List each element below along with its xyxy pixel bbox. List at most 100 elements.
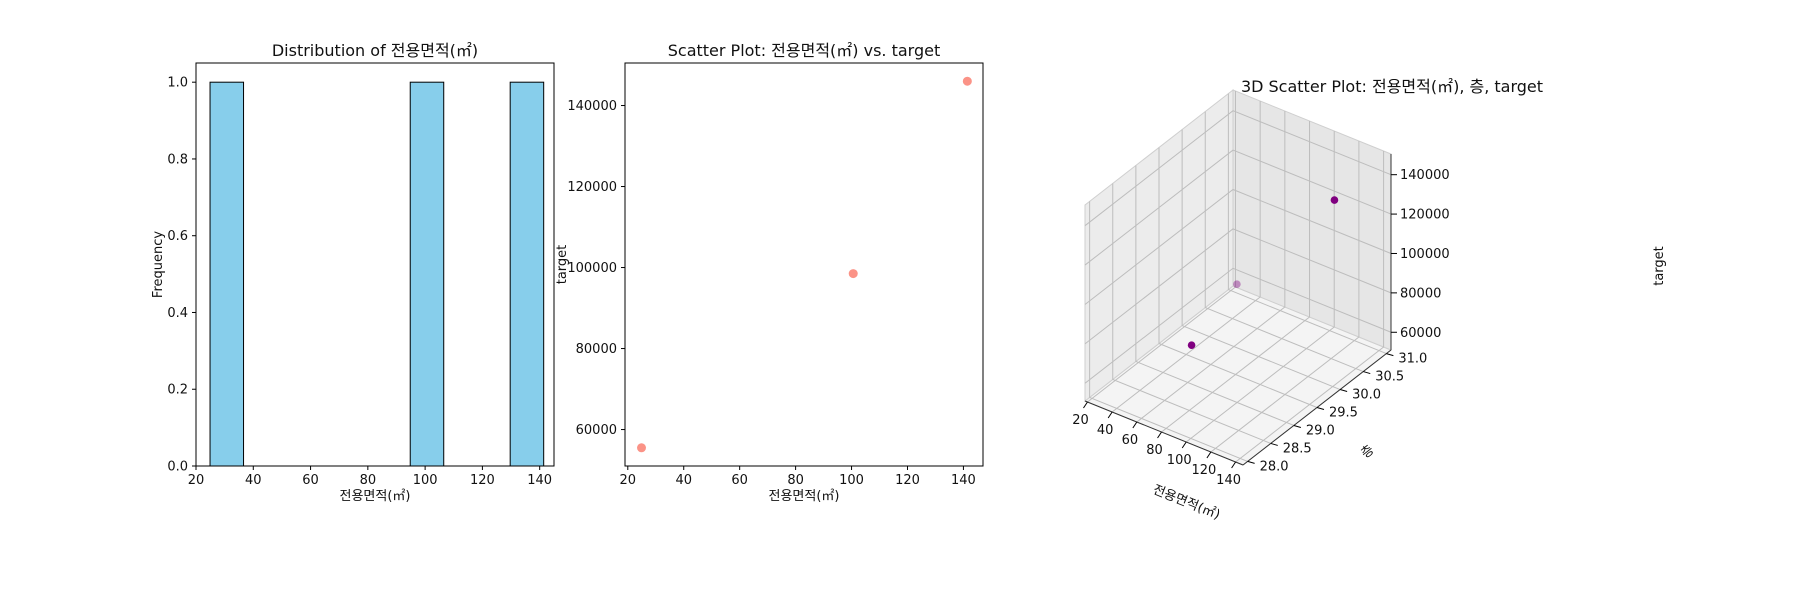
y-tick-label: 31.0 [1398,352,1427,367]
y-tick-mark [1363,371,1371,375]
y-tick-mark [1247,460,1255,464]
y-tick-label: 30.5 [1375,370,1404,385]
x-grid-line [1210,141,1360,453]
x-tick-mark [1181,441,1187,449]
x-tick-label: 120 [1191,463,1216,478]
y-grid-line [1227,93,1387,355]
x-tick-label: 20 [620,473,637,488]
y-grid-line [1181,129,1341,390]
z-tick-label: 140000 [1400,168,1450,183]
y-tick-label: 80000 [576,342,617,357]
z-grid-line [1084,188,1392,305]
y-tick-label: 1.0 [167,76,188,91]
chart-title: Scatter Plot: 전용면적(㎡) vs. target [668,41,941,60]
y-axis-label: Frequency [151,231,166,298]
x-grid-line [1087,91,1236,403]
y-tick-label: 0.2 [167,383,188,398]
x-tick-label: 100 [413,473,438,488]
chart-title: Distribution of 전용면적(㎡) [272,41,478,60]
y-tick-label: 0.6 [167,229,188,244]
y-grid-line [1204,111,1364,373]
y-tick-label: 28.5 [1283,441,1312,456]
y-tick-mark [1293,424,1302,428]
y-tick-label: 0.0 [167,460,188,475]
y-tick-label: 0.4 [167,306,188,321]
z-tick-label: 120000 [1400,208,1450,223]
x-tick-label: 40 [245,473,262,488]
x-tick-label: 100 [1167,453,1192,468]
scatter-point[interactable] [962,76,972,86]
x-tick-mark [1231,461,1237,469]
y-axis-label: 층 [1359,443,1378,462]
z-grid-line [1084,110,1392,227]
x-tick-mark [1206,451,1212,459]
x-tick-label: 140 [1216,473,1241,488]
y-tick-mark [1316,407,1325,410]
scatter3d-point[interactable] [1233,280,1241,288]
x-axis-line [1084,400,1244,466]
y-tick-label: 140000 [567,99,617,114]
y-tick-label: 29.5 [1329,406,1358,421]
z-axis-label: target [1652,246,1667,286]
x-tick-label: 40 [675,473,692,488]
histogram-panel: 20 40 60 80 100 120 140 0.0 0.2 0.4 0.6 0.8 1.0 Distr… [151,41,555,504]
scatter-panel: 20 40 60 80 100 120 140 60000 80000 100000 120000 1… [555,41,984,504]
histogram-axes-frame [195,62,555,467]
x-tick-mark [1107,411,1113,419]
x-tick-label: 120 [895,473,920,488]
x-tick-label: 100 [839,473,864,488]
x-tick-label: 20 [188,473,205,488]
x-tick-label: 20 [1072,413,1089,428]
y-grid-line [1158,147,1318,408]
y-tick-label: 0.8 [167,152,188,167]
scatter3d-point[interactable] [1187,341,1196,349]
x-grid-line [1161,121,1311,433]
z-grid-line [1084,228,1392,345]
histogram-bar[interactable] [409,81,445,467]
y-grid-line [1089,201,1248,462]
y-tick-mark [1339,389,1348,393]
y-tick-mark [1270,442,1278,446]
y-tick-label: 29.0 [1306,423,1335,438]
x-tick-label: 60 [1122,433,1139,448]
x-tick-label: 140 [527,473,552,488]
x-tick-label: 80 [360,473,377,488]
x-grid-line [1111,101,1261,413]
scatter-axes-frame [624,62,984,467]
y-grid-line [1112,183,1271,444]
x-axis-label: 전용면적(㎡) [769,489,840,504]
x-tick-label: 80 [1146,443,1163,458]
x-tick-label: 120 [470,473,495,488]
scatter3d-point[interactable] [1330,196,1339,204]
z-tick-label: 60000 [1400,326,1441,341]
x-grid-line [1136,111,1286,423]
x-axis-label: 전용면적(㎡) [1151,483,1222,523]
y-tick-label: 100000 [567,261,617,276]
x-tick-mark [1083,401,1088,409]
chart-title: 3D Scatter Plot: 전용면적(㎡), 층, target [1241,77,1543,96]
x-tick-label: 40 [1097,423,1114,438]
x-tick-label: 80 [787,473,804,488]
histogram-bar[interactable] [209,81,245,467]
scatter-point[interactable] [848,269,858,279]
z-tick-label: 80000 [1400,286,1441,301]
scatter-point[interactable] [637,443,647,453]
x-tick-mark [1132,421,1138,429]
x-tick-label: 60 [302,473,319,488]
x-tick-mark [1157,431,1162,439]
y-tick-label: 120000 [567,180,617,195]
y-tick-mark [1386,353,1394,357]
x-grid-line [1235,151,1385,463]
histogram-bar[interactable] [509,81,545,467]
x-axis-label: 전용면적(㎡) [340,489,411,504]
y-tick-label: 60000 [576,423,617,438]
x-tick-label: 140 [951,473,976,488]
y-axis-label: target [555,245,570,285]
x-tick-label: 60 [731,473,748,488]
y-tick-label: 30.0 [1352,388,1381,403]
y-grid-line [1135,165,1295,426]
z-tick-label: 100000 [1400,247,1450,262]
z-grid-line [1084,149,1392,266]
